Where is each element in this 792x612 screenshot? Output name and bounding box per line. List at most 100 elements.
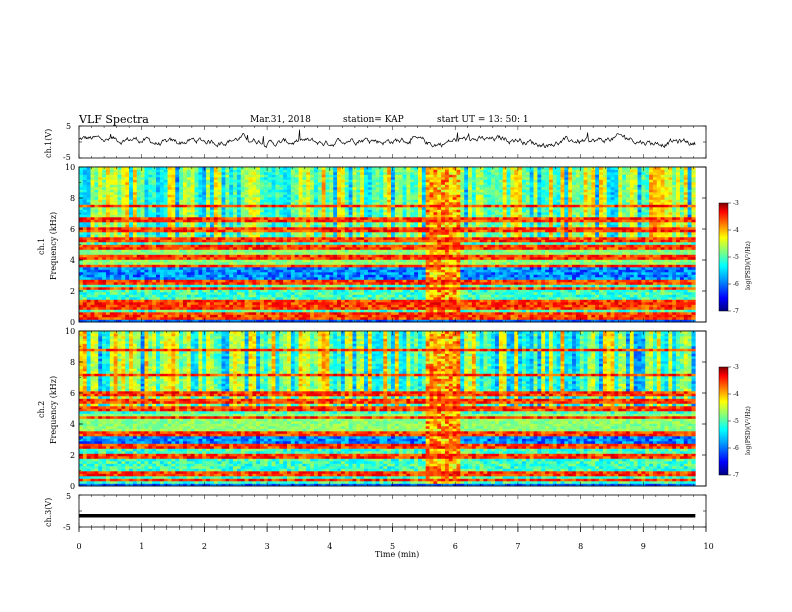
spectrogram-cell — [102, 297, 107, 300]
spectrogram-cell — [337, 259, 342, 263]
spectrogram-cell — [202, 189, 207, 193]
spectrogram-cell — [129, 254, 134, 258]
spectrogram-cell — [82, 312, 87, 315]
spectrogram-cell — [267, 167, 272, 170]
spectrogram-cell — [183, 222, 188, 225]
spectrogram-cell — [252, 297, 257, 300]
spectrogram-cell — [375, 234, 380, 238]
spectrogram-cell — [82, 244, 87, 248]
spectrogram-cell — [240, 232, 245, 235]
spectrogram-cell — [136, 292, 141, 295]
spectrogram-cell — [275, 257, 280, 260]
spectrogram-cell — [159, 179, 165, 183]
spectrogram-cell — [183, 317, 188, 320]
spectrogram-cell — [121, 312, 126, 315]
spectrogram-cell — [233, 237, 238, 240]
spectrogram-cell — [340, 212, 346, 215]
spectrogram-cell — [156, 222, 161, 225]
spectrogram-cell — [275, 307, 280, 310]
spectrogram-cell — [159, 257, 165, 260]
spectrogram-cell — [148, 269, 153, 273]
spectrogram-cell — [217, 169, 222, 173]
spectrogram-cell — [248, 284, 253, 288]
spectrogram-cell — [356, 202, 361, 205]
spectrogram-cell — [113, 314, 118, 318]
spectrogram-cell — [371, 287, 376, 290]
spectrogram-cell — [132, 284, 138, 288]
spectrogram-cell — [144, 302, 149, 305]
spectrogram-cell — [348, 237, 353, 240]
spectrogram-cell — [82, 224, 87, 228]
spectrogram-cell — [129, 194, 134, 198]
spectrogram-cell — [86, 269, 91, 273]
spectrogram-cell — [109, 259, 114, 263]
spectrogram-cell — [86, 277, 91, 280]
spectrogram-cell — [348, 299, 353, 303]
spectrogram-cell — [329, 189, 334, 193]
spectrogram-cell — [190, 309, 195, 313]
spectrogram-cell — [105, 207, 111, 210]
spectrogram-cell — [252, 197, 257, 200]
spectrogram-cell — [256, 187, 261, 190]
spectrogram-cell — [387, 294, 392, 298]
spectrogram-cell — [294, 177, 299, 180]
spectrogram-cell — [132, 174, 138, 178]
spectrogram-cell — [364, 269, 369, 273]
spectrogram-cell — [148, 189, 153, 193]
spectrogram-cell — [183, 297, 188, 300]
spectrogram-cell — [364, 277, 369, 280]
spectrogram-cell — [98, 219, 103, 223]
spectrogram-cell — [263, 267, 269, 270]
spectrogram-cell — [163, 187, 168, 190]
spectrogram-cell — [82, 204, 87, 208]
spectrogram-cell — [360, 304, 365, 308]
spectrogram-cell — [136, 209, 141, 213]
spectrogram-cell — [252, 274, 257, 278]
spectrogram-cell — [105, 244, 111, 248]
spectrogram-cell — [313, 242, 319, 245]
spectrogram-cell — [156, 214, 161, 218]
spectrogram-cell — [82, 197, 87, 200]
spectrogram-cell — [337, 167, 342, 170]
spectrogram-cell — [140, 304, 145, 308]
spectrogram-cell — [171, 204, 176, 208]
spectrogram-cell — [79, 239, 84, 243]
spectrogram-cell — [321, 172, 326, 175]
spectrogram-cell — [79, 319, 84, 323]
spectrogram-cell — [217, 247, 222, 250]
spectrogram-cell — [90, 314, 95, 318]
spectrogram-cell — [260, 272, 265, 275]
spectrogram-cell — [240, 297, 245, 300]
spectrogram-cell — [325, 204, 330, 208]
spectrogram-cell — [306, 182, 311, 185]
spectrogram-cell — [209, 217, 215, 220]
spectrogram-cell — [260, 274, 265, 278]
spectrogram-cell — [367, 247, 373, 250]
spectrogram-cell — [383, 189, 388, 193]
spectrogram-cell — [352, 264, 357, 268]
spectrogram-cell — [159, 252, 165, 255]
spectrogram-cell — [317, 297, 322, 300]
spectrogram-cell — [148, 177, 153, 180]
spectrogram-cell — [329, 272, 334, 275]
spectrogram-cell — [159, 169, 165, 173]
spectrogram-cell — [217, 174, 222, 178]
spectrogram-cell — [186, 309, 192, 313]
spectrogram-cell — [209, 189, 215, 193]
spectrogram-cell — [279, 282, 284, 285]
spectrogram-cell — [94, 212, 99, 215]
spectrogram-cell — [148, 274, 153, 278]
spectrogram-cell — [94, 194, 99, 198]
spectrogram-cell — [244, 297, 249, 300]
spectrogram-cell — [94, 294, 99, 298]
spectrogram-cell — [352, 169, 357, 173]
spectrogram-cell — [383, 309, 388, 313]
spectrogram-cell — [132, 317, 138, 320]
spectrogram-cell — [244, 252, 249, 255]
spectrogram-cell — [229, 229, 234, 233]
spectrogram-cell — [340, 169, 346, 173]
spectrogram-cell — [371, 189, 376, 193]
spectrogram-cell — [125, 287, 130, 290]
spectrogram-cell — [329, 269, 334, 273]
spectrogram-cell — [244, 284, 249, 288]
